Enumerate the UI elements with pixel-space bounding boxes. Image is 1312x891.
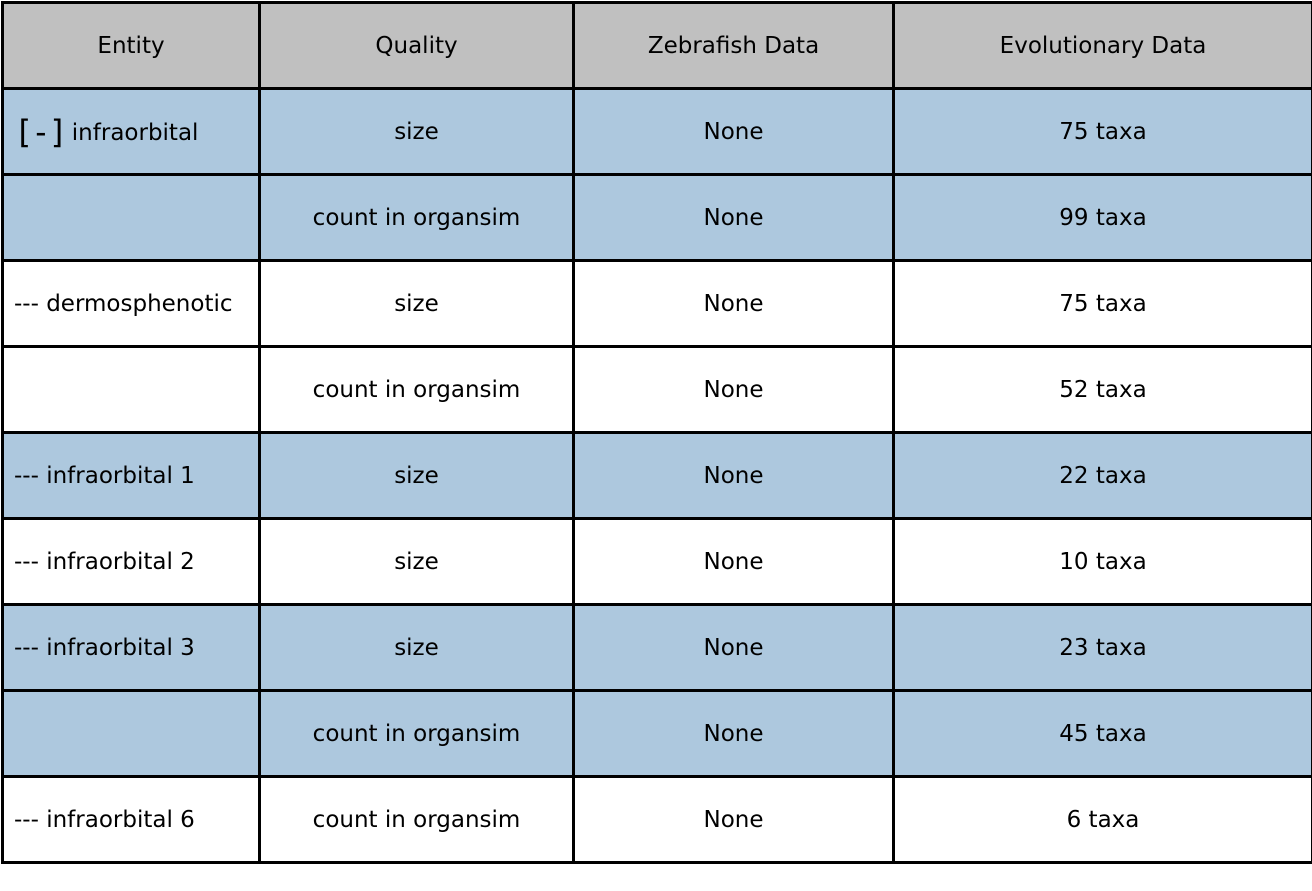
table-row: --- infraorbital 3 size None 23 taxa [3,605,1312,691]
column-header-evolutionary-data: Evolutionary Data [894,3,1312,89]
entity-cell[interactable]: --- infraorbital 2 [3,519,260,605]
entity-cell[interactable]: --- dermosphenotic [3,261,260,347]
table-row: --- infraorbital 2 size None 10 taxa [3,519,1312,605]
table-row: --- dermosphenotic size None 75 taxa [3,261,1312,347]
evolutionary-data-cell[interactable]: 10 taxa [894,519,1312,605]
entity-cell[interactable]: --- infraorbital 3 [3,605,260,691]
evolutionary-data-cell[interactable]: 23 taxa [894,605,1312,691]
table-row: count in organsim None 45 taxa [3,691,1312,777]
collapse-toggle[interactable]: [-] [14,113,66,151]
quality-cell: size [260,261,574,347]
zebrafish-data-cell: None [574,175,894,261]
entity-cell[interactable]: --- infraorbital 6 [3,777,260,863]
column-header-zebrafish-data: Zebrafish Data [574,3,894,89]
column-header-entity: Entity [3,3,260,89]
phenotype-table: Entity Quality Zebrafish Data Evolutiona… [1,1,1312,864]
quality-cell: size [260,433,574,519]
zebrafish-data-cell: None [574,261,894,347]
quality-cell: count in organsim [260,175,574,261]
quality-cell: count in organsim [260,777,574,863]
entity-cell [3,175,260,261]
zebrafish-data-cell: None [574,433,894,519]
table-row: --- infraorbital 6 count in organsim Non… [3,777,1312,863]
evolutionary-data-cell[interactable]: 75 taxa [894,261,1312,347]
zebrafish-data-cell: None [574,347,894,433]
table-row: count in organsim None 52 taxa [3,347,1312,433]
table-row: [-]infraorbital size None 75 taxa [3,89,1312,175]
entity-cell [3,347,260,433]
evolutionary-data-cell[interactable]: 22 taxa [894,433,1312,519]
quality-cell: size [260,89,574,175]
entity-cell: [-]infraorbital [3,89,260,175]
evolutionary-data-cell[interactable]: 45 taxa [894,691,1312,777]
zebrafish-data-cell: None [574,691,894,777]
header-row: Entity Quality Zebrafish Data Evolutiona… [3,3,1312,89]
evolutionary-data-cell[interactable]: 75 taxa [894,89,1312,175]
quality-cell: size [260,605,574,691]
table-row: count in organsim None 99 taxa [3,175,1312,261]
evolutionary-data-cell[interactable]: 6 taxa [894,777,1312,863]
quality-cell: size [260,519,574,605]
entity-cell [3,691,260,777]
zebrafish-data-cell: None [574,777,894,863]
table-row: --- infraorbital 1 size None 22 taxa [3,433,1312,519]
zebrafish-data-cell: None [574,89,894,175]
column-header-quality: Quality [260,3,574,89]
entity-label[interactable]: infraorbital [72,120,199,146]
quality-cell: count in organsim [260,347,574,433]
entity-cell[interactable]: --- infraorbital 1 [3,433,260,519]
evolutionary-data-cell[interactable]: 52 taxa [894,347,1312,433]
zebrafish-data-cell: None [574,519,894,605]
quality-cell: count in organsim [260,691,574,777]
evolutionary-data-cell[interactable]: 99 taxa [894,175,1312,261]
zebrafish-data-cell: None [574,605,894,691]
